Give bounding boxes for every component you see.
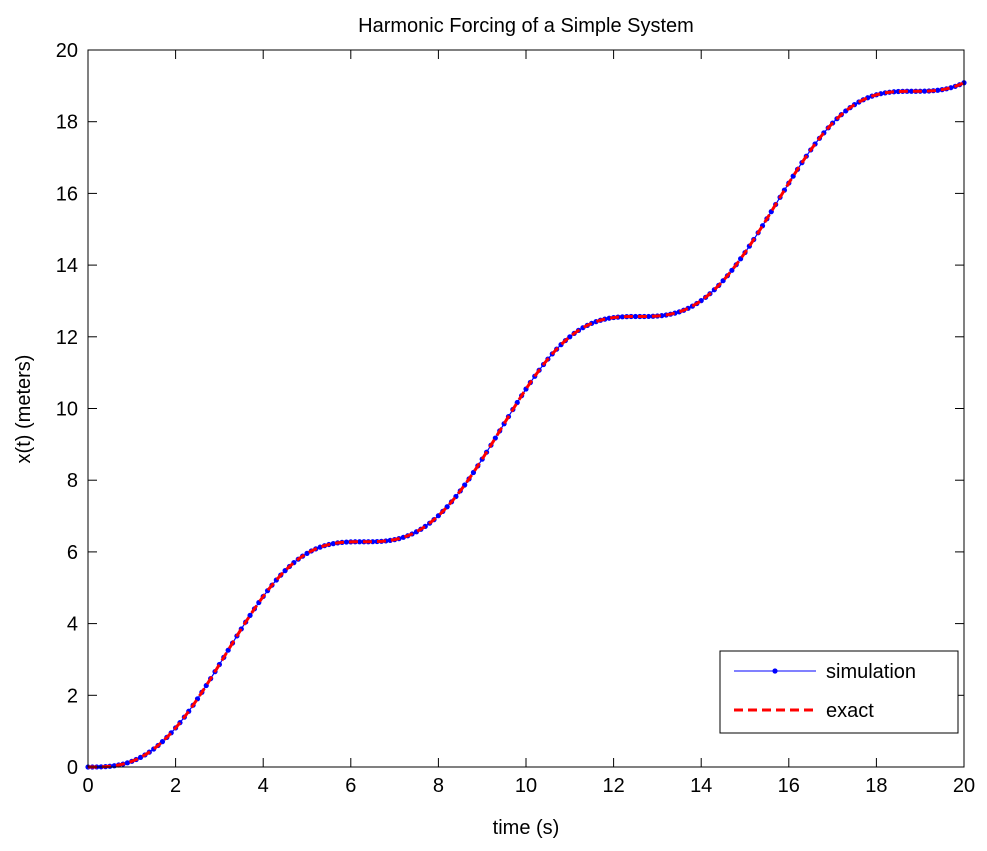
series-simulation-point bbox=[282, 568, 288, 574]
legend-box bbox=[719, 650, 959, 734]
y-tick-label: 10 bbox=[56, 399, 78, 421]
series-simulation-point bbox=[567, 334, 573, 340]
series-simulation-point bbox=[124, 760, 131, 766]
series-simulation-point bbox=[247, 612, 253, 618]
legend-simulation-marker bbox=[772, 668, 778, 674]
y-tick-label: 0 bbox=[67, 757, 78, 779]
x-tick-label: 0 bbox=[82, 775, 93, 797]
y-tick-label: 4 bbox=[67, 614, 78, 636]
series-simulation-point bbox=[444, 504, 450, 510]
series-simulation-point bbox=[330, 541, 336, 547]
series-simulation-point bbox=[935, 87, 941, 93]
series-simulation-point bbox=[225, 647, 231, 653]
y-tick-label: 20 bbox=[56, 40, 78, 62]
legend: simulation exact bbox=[719, 650, 959, 734]
x-tick-label: 2 bbox=[170, 775, 181, 797]
y-tick-label: 2 bbox=[67, 685, 78, 707]
y-tick-label: 16 bbox=[56, 183, 78, 205]
x-tick-label: 14 bbox=[690, 775, 712, 797]
series-simulation-point bbox=[343, 539, 350, 545]
plot-background bbox=[88, 50, 964, 767]
x-tick-label: 12 bbox=[602, 775, 624, 797]
plot-area: 0 2 4 6 8 10 12 14 16 18 20 0 2 4 6 8 10 12 14 16 18 20 bbox=[56, 40, 975, 797]
y-tick-label: 8 bbox=[67, 470, 78, 492]
x-tick-label: 16 bbox=[778, 775, 800, 797]
y-tick-label: 18 bbox=[56, 112, 78, 134]
x-tick-label: 8 bbox=[433, 775, 444, 797]
series-simulation-point bbox=[159, 739, 166, 745]
series-simulation-point bbox=[619, 314, 625, 320]
chart-title: Harmonic Forcing of a Simple System bbox=[358, 15, 694, 37]
y-tick-label: 14 bbox=[56, 255, 78, 277]
y-axis-label: x(t) (meters) bbox=[13, 355, 35, 464]
series-simulation-point bbox=[632, 313, 639, 320]
series-simulation-point bbox=[492, 435, 498, 441]
x-tick-label: 18 bbox=[865, 775, 887, 797]
x-axis-label: time (s) bbox=[493, 817, 560, 839]
x-tick-label: 20 bbox=[953, 775, 975, 797]
x-tick-label: 4 bbox=[258, 775, 269, 797]
series-simulation-point bbox=[729, 267, 735, 273]
legend-exact-label: exact bbox=[826, 700, 874, 722]
series-simulation-point bbox=[908, 88, 915, 94]
series-simulation-point bbox=[137, 754, 144, 760]
series-simulation-point bbox=[646, 313, 652, 320]
series-simulation-point bbox=[356, 539, 363, 545]
x-tick-label: 10 bbox=[515, 775, 537, 797]
series-simulation-point bbox=[304, 550, 310, 556]
legend-simulation-label: simulation bbox=[826, 661, 916, 683]
y-tick-label: 12 bbox=[56, 327, 78, 349]
series-simulation-point bbox=[470, 469, 477, 476]
series-simulation-point bbox=[921, 88, 928, 94]
y-tick-label: 6 bbox=[67, 542, 78, 564]
x-tick-label: 6 bbox=[345, 775, 356, 797]
